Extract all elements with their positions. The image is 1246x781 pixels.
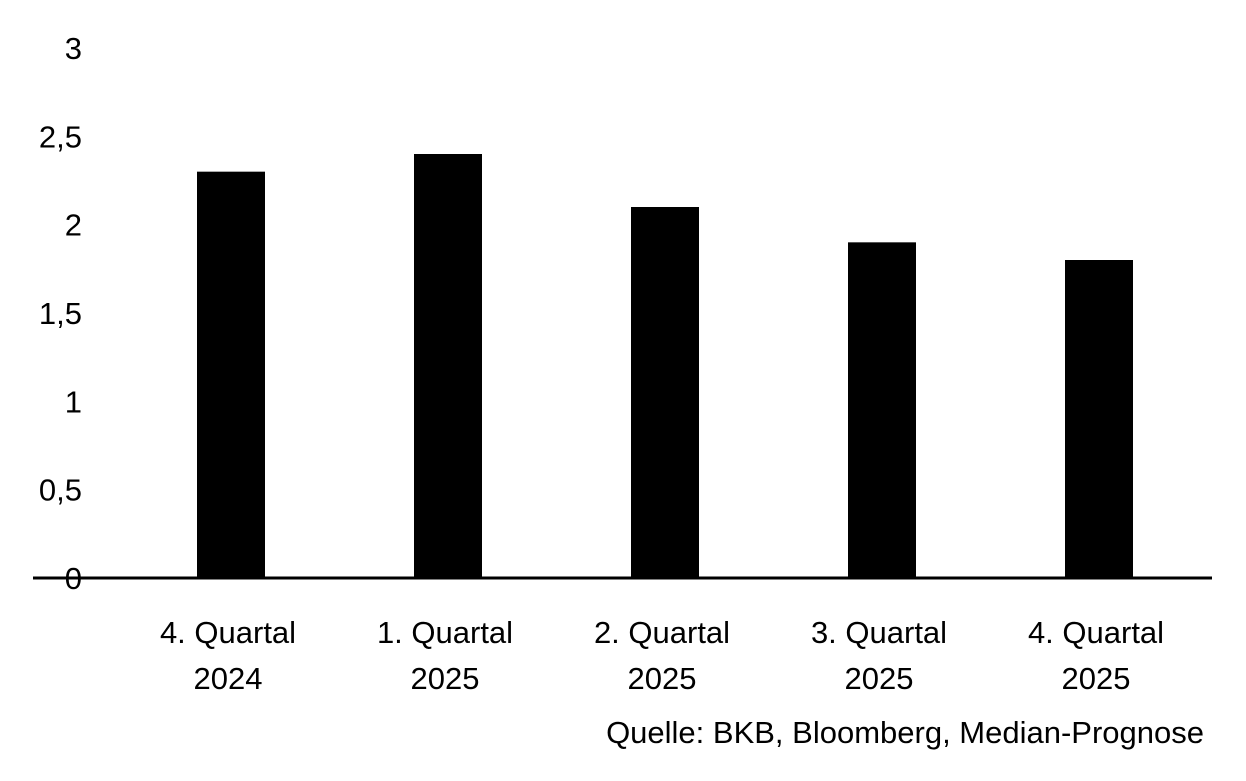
x-tick-label: 2. Quartal 2025 [594,615,730,696]
bar [848,242,916,579]
bar [1065,260,1133,578]
y-tick-label: 2,5 [39,119,82,154]
x-tick-label: 4. Quartal 2024 [160,615,296,696]
y-tick-label: 1,5 [39,296,82,331]
y-tick-label: 1 [65,384,82,419]
bar [414,154,482,578]
y-tick-label: 3 [65,31,82,66]
bar [631,207,699,578]
bars [197,154,1133,579]
x-tick-label: 4. Quartal 2025 [1028,615,1164,696]
y-tick-label: 2 [65,208,82,243]
x-axis-labels: 4. Quartal 2024 1. Quartal 2025 2. Quartal 20… [160,615,1164,696]
y-axis-ticks: 00,511,522,53 [39,31,82,596]
bar [197,171,265,578]
x-tick-label: 3. Quartal 2025 [811,615,947,696]
x-tick-label: 1. Quartal 2025 [377,615,513,696]
source-note: Quelle: BKB, Bloomberg, Median-Prognose [606,715,1204,750]
y-tick-label: 0,5 [39,473,82,508]
